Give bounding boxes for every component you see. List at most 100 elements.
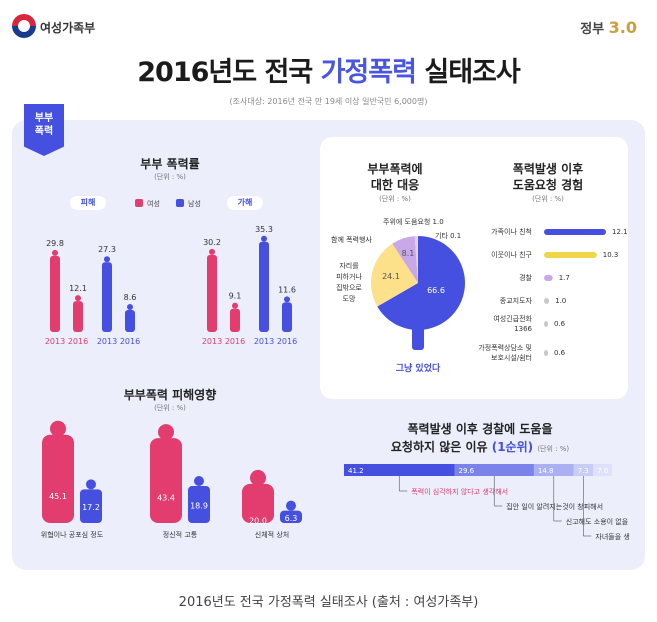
reasons-unit: (단위 : %) [537, 445, 570, 453]
damage-male-head-2 [286, 500, 296, 511]
help-value-label: 10.3 [603, 251, 619, 259]
damage-male-head-1 [194, 476, 204, 487]
pie-other-label: 기타 0.1 [435, 231, 461, 240]
damage-category-label: 위협이나 공포심 정도 [41, 530, 104, 539]
reason-segment-0 [344, 464, 455, 476]
bar-head-0-1-0 [104, 256, 110, 263]
bar-head-1-0-1 [232, 302, 238, 309]
damage-female-bar-2 [242, 483, 274, 523]
damage-male-value: 6.3 [285, 514, 298, 523]
damage-female-value: 43.4 [157, 494, 175, 503]
pie-slice-0 [377, 236, 465, 330]
gov-version: 3.0 [608, 18, 637, 37]
help-category-label: 이웃이나 친구 [491, 250, 532, 259]
help-category-label: 가족이나 친척 [491, 227, 532, 236]
violence-rate-unit: (단위 : %) [154, 173, 186, 181]
help-bar-4 [544, 321, 548, 327]
reasons-title-2b: (1순위) [491, 440, 534, 454]
reason-value-label: 7.0 [597, 467, 608, 475]
bar-value-label: 11.6 [278, 285, 296, 294]
bar-year-label: 2016 [225, 337, 245, 346]
reason-segment-2 [533, 464, 574, 476]
bar-value-label: 12.1 [69, 284, 87, 293]
pie-slice-1 [371, 243, 418, 307]
tag-line1: 부부 [34, 113, 54, 124]
bar-0-0-0 [50, 255, 60, 332]
reason-value-label: 7.3 [578, 467, 589, 475]
response-pie-chart: 66.6 24.1 8.1 주위에 도움요청 1.0 기타 0.1 함께 폭력행사자리를피… [331, 217, 465, 374]
help-category-label: 보호시설/쉼터 [491, 353, 532, 362]
bar-value-label: 30.2 [203, 238, 221, 247]
source-caption: 2016년도 전국 가정폭력 실태조사 (출처 : 여성가족부) [178, 595, 479, 610]
damage-male-value: 17.2 [82, 503, 100, 512]
damage-unit: (단위 : %) [154, 404, 186, 412]
pie-handle [412, 326, 424, 350]
reasons-title-2a: 요청하지 않은 이유 [390, 440, 492, 454]
bar-1-1-0 [259, 241, 269, 332]
damage-male-head-0 [86, 479, 96, 490]
help-category-label: 종교지도자 [500, 296, 533, 305]
bar-0-0-1 [73, 301, 83, 332]
help-seeking-chart: 가족이나 친척 12.1 이웃이나 친구 10.3 경찰 1.7 종교지도자 1.0 여성긴급전… [478, 227, 627, 362]
help-value-label: 0.6 [554, 349, 566, 357]
legend-male-icon [176, 199, 184, 207]
bar-head-0-0-1 [75, 295, 81, 302]
bar-year-label: 2013 [97, 337, 117, 346]
damage-female-head-0 [50, 420, 66, 437]
bar-0-1-1 [125, 310, 135, 332]
bar-value-label: 27.3 [98, 245, 116, 254]
bar-1-0-1 [230, 308, 240, 332]
damage-female-bar-1 [150, 438, 182, 523]
gov-label: 정부 [580, 22, 605, 37]
damage-male-value: 18.9 [190, 502, 208, 511]
legend-female-icon [135, 199, 143, 207]
tag-line2: 폭력 [34, 126, 54, 137]
pie-value-label: 24.1 [382, 272, 400, 281]
bar-value-label: 29.8 [46, 239, 64, 248]
reason-value-label: 29.6 [459, 467, 475, 475]
reason-label-1: 집안 일이 알려지는것이 창피해서 [506, 502, 603, 511]
ministry-name: 여성가족부 [40, 21, 96, 35]
response-title-2: 대한 대응 [370, 178, 420, 192]
damage-title: 부부폭력 피해영향 [123, 388, 217, 402]
help-category-label: 1366 [514, 325, 532, 333]
reasons-title-2: 요청하지 않은 이유 (1순위) (단위 : %) [330, 438, 630, 455]
damage-category-label: 신체적 상처 [255, 530, 289, 539]
title-suffix: 실태조사 [415, 57, 520, 88]
help-bar-2 [544, 275, 553, 281]
help-bar-1 [544, 252, 597, 258]
legend-female-label: 여성 [147, 200, 160, 208]
pie-still-label: 그냥 있었다 [396, 362, 441, 374]
violence-rate-chart: 29.8 2013 12.1 2016 27.3 2013 8.6 2016 30.2 2013 9… [45, 225, 297, 346]
help-title-2: 도움요청 경험 [512, 178, 584, 192]
damage-female-head-2 [250, 469, 266, 486]
title-prefix: 2016년도 전국 [137, 57, 321, 88]
damage-male-bar-1 [188, 486, 210, 523]
reason-value-label: 14.8 [538, 467, 554, 475]
response-title-1: 부부폭력에 [367, 162, 423, 176]
help-value-label: 1.7 [559, 274, 570, 282]
help-title-1: 폭력발생 이후 [512, 162, 584, 176]
gov30-logo: 정부 3.0 [580, 18, 637, 37]
pie-slice-2 [392, 236, 418, 283]
bar-year-label: 2013 [45, 337, 65, 346]
pie-escape-label: 자리를 [339, 261, 359, 270]
help-category-label: 가정폭력상담소 및 [478, 343, 532, 352]
perpetrator-label: 가해 [227, 196, 263, 210]
response-card [320, 137, 628, 399]
bar-year-label: 2016 [120, 337, 140, 346]
pie-escape-label: 도망 [343, 294, 356, 303]
reason-label-3: 자녀들을 생각해서 / 기타 [595, 532, 630, 541]
damage-chart: 45.1 17.2 위협이나 공포심 정도 43.4 18.9 정신적 고통 20.0 6.3… [41, 420, 302, 539]
bar-year-label: 2016 [277, 337, 297, 346]
reasons-title-1: 폭력발생 이후 경찰에 도움을 [407, 422, 553, 436]
legend-male-label: 남성 [188, 200, 201, 208]
bar-head-0-1-1 [127, 304, 133, 311]
bar-year-label: 2016 [68, 337, 88, 346]
help-value-label: 1.0 [555, 297, 566, 305]
pie-escape-label: 피하거나 [336, 272, 362, 281]
damage-female-bar-0 [42, 434, 74, 523]
damage-female-value: 45.1 [49, 492, 67, 501]
pie-help-label: 주위에 도움요청 1.0 [383, 217, 444, 226]
help-category-label: 경찰 [519, 273, 532, 282]
